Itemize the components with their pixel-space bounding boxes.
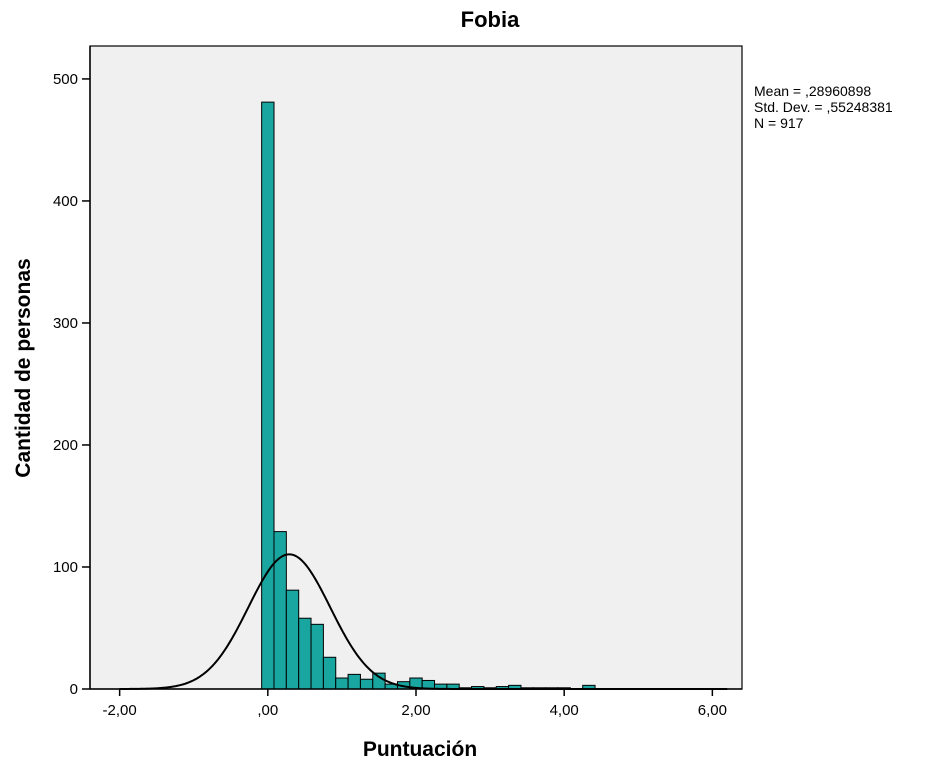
y-tick-label: 0 bbox=[70, 681, 78, 698]
x-tick-label: -2,00 bbox=[103, 702, 137, 719]
histogram-bar bbox=[261, 101, 275, 690]
x-tick-label: 4,00 bbox=[550, 702, 579, 719]
x-tick-label: 2,00 bbox=[401, 702, 430, 719]
histogram-bar bbox=[310, 623, 324, 690]
stats-box: Mean = ,28960898 Std. Dev. = ,55248381 N… bbox=[754, 83, 893, 131]
y-axis-label: Cantidad de personas bbox=[12, 258, 35, 477]
histogram-bars bbox=[261, 101, 596, 690]
stats-mean: Mean = ,28960898 bbox=[754, 83, 871, 99]
x-axis-ticks: -2,00 ,00 2,00 4,00 6,00 bbox=[103, 689, 727, 719]
histogram-bar bbox=[322, 656, 337, 690]
histogram-bar bbox=[372, 672, 386, 690]
x-axis-label: Puntuación bbox=[363, 738, 477, 761]
histogram-bar bbox=[347, 673, 361, 690]
y-tick-label: 300 bbox=[53, 315, 78, 332]
x-tick-label: 6,00 bbox=[698, 702, 727, 719]
y-tick-label: 500 bbox=[53, 71, 78, 88]
histogram-bar bbox=[359, 678, 374, 690]
histogram-bar bbox=[335, 677, 349, 690]
histogram-bar bbox=[298, 617, 312, 690]
plot-area bbox=[89, 45, 743, 690]
y-axis-ticks: 0 100 200 300 400 500 bbox=[53, 71, 90, 698]
x-tick-label: ,00 bbox=[257, 702, 278, 719]
chart-title: Fobia bbox=[461, 7, 520, 32]
y-tick-label: 200 bbox=[53, 437, 78, 454]
y-tick-label: 400 bbox=[53, 193, 78, 210]
stats-std-dev: Std. Dev. = ,55248381 bbox=[754, 99, 893, 115]
y-tick-label: 100 bbox=[53, 559, 78, 576]
histogram-bar bbox=[285, 589, 300, 690]
stats-n: N = 917 bbox=[754, 115, 804, 131]
